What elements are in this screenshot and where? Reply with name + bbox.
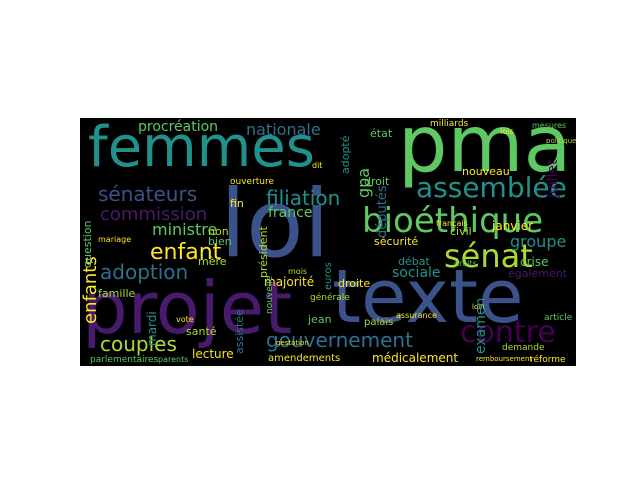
word: débat: [398, 255, 430, 268]
word: civil: [450, 225, 472, 238]
word: demande: [502, 343, 545, 353]
word: ouverture: [230, 177, 275, 187]
word: assemblée: [416, 171, 567, 204]
word: procréation: [138, 119, 219, 135]
word: réforme: [530, 355, 566, 365]
word: état: [370, 127, 393, 140]
word: contre: [460, 315, 556, 350]
word: santé: [186, 325, 217, 338]
word: mère: [198, 255, 227, 268]
word: sécurité: [374, 235, 419, 248]
word: bien: [208, 235, 232, 248]
word: députés: [375, 185, 390, 238]
word: ministre: [152, 220, 218, 239]
word: nouvelle: [265, 275, 275, 314]
word: gestation: [276, 339, 309, 347]
word: adoption: [100, 260, 189, 284]
word: médicalement: [372, 351, 459, 365]
word: parlementaires: [90, 355, 159, 365]
word: droite: [338, 277, 371, 290]
word: droit: [364, 175, 390, 188]
word-cloud: pma loi texte projet femmes assemblée bi…: [80, 118, 576, 366]
word: femmes: [88, 118, 315, 180]
word: droits: [454, 259, 477, 268]
word: bioéthique: [362, 201, 544, 241]
word: janvier: [492, 219, 534, 233]
word: nationale: [246, 120, 321, 139]
word: mariage: [98, 235, 132, 244]
word: euros: [323, 262, 334, 290]
word: lecture: [192, 347, 234, 361]
word: crise: [520, 255, 549, 269]
word: filiation: [266, 186, 341, 210]
word: majorité: [264, 275, 315, 289]
word: mardi: [145, 311, 159, 346]
word: pma: [398, 118, 572, 190]
word: également: [508, 267, 568, 280]
word: enfant: [150, 240, 222, 265]
word: français: [436, 219, 468, 228]
word: palais: [364, 317, 394, 328]
word: générale: [310, 293, 350, 303]
word: france: [268, 205, 313, 221]
word: mois: [288, 267, 308, 276]
word: politique: [546, 137, 576, 145]
word: commission: [100, 204, 208, 225]
word: loin: [472, 303, 485, 311]
word: assistée: [233, 309, 246, 354]
word: mesures: [532, 121, 567, 130]
word: gpa: [354, 167, 373, 198]
word: remboursement: [476, 355, 533, 363]
word: nouveau: [462, 165, 510, 178]
word: sénat: [444, 237, 533, 275]
word: jean: [308, 313, 332, 326]
word: adopté: [339, 135, 352, 174]
word: assurance: [396, 311, 437, 320]
word: projet: [82, 266, 293, 350]
word: parents: [158, 355, 189, 364]
word: texte: [332, 254, 524, 340]
word: loi: [220, 170, 330, 279]
word: sénateurs: [98, 182, 198, 206]
word: lois: [500, 127, 514, 136]
word: groupe: [510, 232, 567, 251]
word: milliards: [430, 119, 469, 129]
word: question: [81, 220, 94, 268]
word: article: [544, 313, 573, 323]
word: vote: [176, 315, 194, 324]
word: fin: [230, 197, 244, 210]
word: dit: [312, 161, 323, 170]
word: amendements: [268, 353, 341, 364]
word: gouvernement: [266, 328, 413, 352]
word: couples: [100, 332, 177, 356]
word: non: [208, 225, 229, 238]
word: président: [257, 226, 270, 278]
word: sociale: [392, 265, 441, 281]
word: famille: [98, 287, 136, 300]
word: examen: [473, 297, 489, 354]
word: juillet: [545, 159, 561, 198]
